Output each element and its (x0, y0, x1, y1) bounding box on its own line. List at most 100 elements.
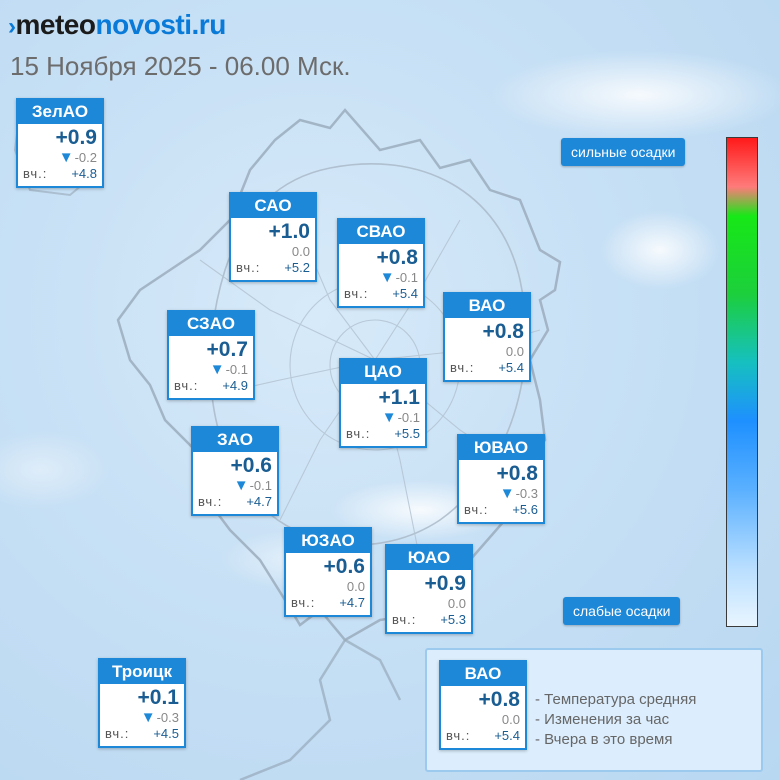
temperature-value: +0.9 (424, 572, 466, 595)
yesterday-row: вч.: +4.8 (23, 165, 97, 182)
hourly-change: ▼-0.3 (464, 486, 538, 501)
legend-sample-temp: +0.8 (478, 688, 520, 711)
yesterday-row: вч.: +5.2 (236, 259, 310, 276)
yesterday-label: вч.: (174, 378, 199, 393)
date-time-title: 15 Ноября 2025 - 06.00 Мск. (10, 51, 351, 81)
temperature-value: +0.8 (376, 246, 418, 269)
temperature-value: +0.9 (55, 126, 97, 149)
district-card[interactable]: ВАО +0.8 0.0 вч.: +5.4 (443, 292, 531, 382)
yesterday-row: вч.: +5.3 (392, 611, 466, 628)
yesterday-label: вч.: (23, 166, 48, 181)
yesterday-row: вч.: +5.6 (464, 501, 538, 518)
logo-text-part2: novosti.ru (95, 9, 226, 40)
yesterday-value: +5.5 (394, 426, 420, 441)
yesterday-value: +5.2 (284, 260, 310, 275)
temperature-value: +0.8 (482, 320, 524, 343)
yesterday-value: +5.4 (498, 360, 524, 375)
down-triangle-icon: ▼ (209, 361, 225, 378)
district-card[interactable]: САО +1.0 0.0 вч.: +5.2 (229, 192, 317, 282)
change-value: 0.0 (447, 596, 466, 611)
change-value: 0.0 (346, 579, 365, 594)
legend-line-yesterday: - Вчера в это время (535, 731, 673, 748)
hourly-change: ▼-0.1 (344, 270, 418, 285)
logo-text-part1: meteo (15, 9, 96, 40)
hourly-change: ▼-0.1 (346, 410, 420, 425)
legend-line-change: - Изменения за час (535, 711, 670, 728)
yesterday-value: +4.7 (339, 595, 365, 610)
yesterday-label: вч.: (291, 595, 316, 610)
district-name: Троицк (100, 660, 184, 684)
down-triangle-icon: ▼ (499, 485, 515, 502)
yesterday-label: вч.: (105, 726, 130, 741)
district-name: ВАО (445, 294, 529, 318)
legend-sample-yesterday: вч.: +5.4 (446, 727, 520, 744)
district-name: ЗАО (193, 428, 277, 452)
yesterday-label: вч.: (392, 612, 417, 627)
yesterday-label: вч.: (446, 728, 471, 743)
hourly-change: 0.0 (450, 344, 524, 359)
down-triangle-icon: ▼ (58, 149, 74, 166)
district-card[interactable]: ЗелАО +0.9 ▼-0.2 вч.: +4.8 (16, 98, 104, 188)
temperature-value: +0.8 (496, 462, 538, 485)
district-card[interactable]: ЮАО +0.9 0.0 вч.: +5.3 (385, 544, 473, 634)
change-value: -0.3 (156, 710, 179, 725)
district-name: ЦАО (341, 360, 425, 384)
yesterday-label: вч.: (464, 502, 489, 517)
change-value: -0.3 (515, 486, 538, 501)
scale-label-light: слабые осадки (563, 597, 681, 625)
hourly-change: 0.0 (236, 244, 310, 259)
district-name: ЗелАО (18, 100, 102, 124)
site-logo[interactable]: ›meteonovosti.ru (8, 8, 226, 44)
yesterday-value: +4.9 (222, 378, 248, 393)
temperature-value: +0.1 (137, 686, 179, 709)
district-card[interactable]: ЦАО +1.1 ▼-0.1 вч.: +5.5 (339, 358, 427, 448)
scale-label-heavy: сильные осадки (561, 138, 686, 166)
district-card[interactable]: СВАО +0.8 ▼-0.1 вч.: +5.4 (337, 218, 425, 308)
legend-sample-change: 0.0 (501, 712, 520, 727)
yesterday-value: +5.4 (392, 286, 418, 301)
down-triangle-icon: ▼ (379, 269, 395, 286)
hourly-change: ▼-0.2 (23, 150, 97, 165)
temperature-value: +1.1 (378, 386, 420, 409)
yesterday-row: вч.: +4.7 (198, 493, 272, 510)
change-value: -0.1 (225, 362, 248, 377)
yesterday-row: вч.: +4.9 (174, 377, 248, 394)
hourly-change: ▼-0.1 (198, 478, 272, 493)
district-card[interactable]: ЮЗАО +0.6 0.0 вч.: +4.7 (284, 527, 372, 617)
change-value: -0.1 (395, 270, 418, 285)
district-card[interactable]: Троицк +0.1 ▼-0.3 вч.: +4.5 (98, 658, 186, 748)
district-card[interactable]: СЗАО +0.7 ▼-0.1 вч.: +4.9 (167, 310, 255, 400)
yesterday-row: вч.: +5.4 (450, 359, 524, 376)
legend-line-temp: - Температура средняя (535, 691, 697, 708)
yesterday-value: +5.3 (440, 612, 466, 627)
yesterday-label: вч.: (236, 260, 261, 275)
precipitation-scale-bar (726, 137, 758, 627)
district-name: ЮЗАО (286, 529, 370, 553)
yesterday-label: вч.: (344, 286, 369, 301)
legend-sample-card: ВАО +0.8 0.0 вч.: +5.4 (439, 660, 527, 750)
change-value: -0.2 (74, 150, 97, 165)
temperature-value: +1.0 (268, 220, 310, 243)
down-triangle-icon: ▼ (140, 709, 156, 726)
hourly-change: 0.0 (392, 596, 466, 611)
hourly-change: 0.0 (291, 579, 365, 594)
yesterday-value: +5.6 (512, 502, 538, 517)
hourly-change: ▼-0.3 (105, 710, 179, 725)
district-card[interactable]: ЮВАО +0.8 ▼-0.3 вч.: +5.6 (457, 434, 545, 524)
yesterday-row: вч.: +5.4 (344, 285, 418, 302)
change-value: -0.1 (249, 478, 272, 493)
district-name: СВАО (339, 220, 423, 244)
legend-sample-yesterday-value: +5.4 (494, 728, 520, 743)
yesterday-label: вч.: (450, 360, 475, 375)
yesterday-label: вч.: (198, 494, 223, 509)
district-card[interactable]: ЗАО +0.6 ▼-0.1 вч.: +4.7 (191, 426, 279, 516)
yesterday-row: вч.: +4.7 (291, 594, 365, 611)
change-value: 0.0 (505, 344, 524, 359)
hourly-change: ▼-0.1 (174, 362, 248, 377)
yesterday-value: +4.7 (246, 494, 272, 509)
down-triangle-icon: ▼ (233, 477, 249, 494)
district-name: ЮАО (387, 546, 471, 570)
logo-chevron-icon: › (8, 13, 16, 40)
temperature-value: +0.6 (230, 454, 272, 477)
district-name: САО (231, 194, 315, 218)
